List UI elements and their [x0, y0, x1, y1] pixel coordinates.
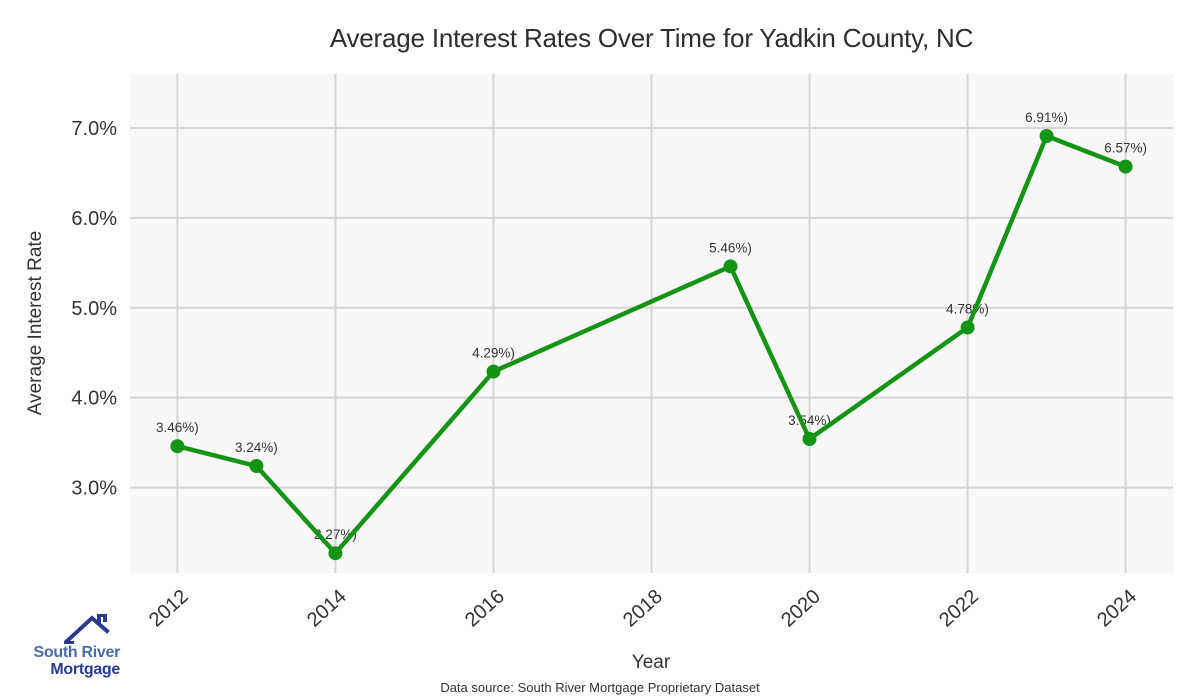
logo-text-line1: South River: [33, 644, 121, 661]
data-point: [723, 259, 738, 274]
point-label: 4.29%): [472, 346, 515, 361]
x-tick-label: 2020: [777, 585, 825, 631]
chart-title: Average Interest Rates Over Time for Yad…: [329, 23, 974, 53]
y-tick-label: 3.0%: [71, 478, 117, 500]
data-point: [1118, 159, 1133, 174]
point-label: 6.91%): [1025, 110, 1068, 125]
point-label: 4.78%): [946, 302, 989, 317]
y-tick-label: 4.0%: [71, 388, 117, 410]
x-tick-label: 2012: [145, 585, 193, 631]
data-point: [249, 459, 264, 473]
x-axis-title: Year: [631, 652, 671, 673]
x-tick-label: 2018: [619, 585, 667, 631]
x-tick-label: 2014: [303, 585, 351, 631]
y-tick-label: 6.0%: [71, 208, 117, 230]
y-tick-label: 5.0%: [71, 298, 117, 320]
point-label: 6.57%): [1104, 141, 1147, 156]
point-label: 3.46%): [156, 420, 199, 435]
x-tick-label: 2024: [1093, 585, 1141, 631]
data-point: [486, 364, 501, 379]
house-roof-icon: [64, 614, 110, 644]
point-label: 3.24%): [235, 440, 278, 455]
data-point: [802, 432, 817, 446]
data-point: [960, 320, 975, 335]
y-axis-title: Average Interest Rate: [25, 230, 46, 416]
logo-text-line2: Mortgage: [50, 661, 120, 678]
data-point: [328, 546, 343, 561]
data-source-caption: Data source: South River Mortgage Propri…: [440, 680, 760, 695]
data-point: [170, 439, 185, 454]
y-tick-label: 7.0%: [71, 118, 117, 140]
x-tick-label: 2016: [461, 585, 509, 631]
data-point: [1039, 129, 1054, 143]
south-river-mortgage-logo: South River Mortgage: [22, 614, 120, 678]
point-label: 5.46%): [709, 240, 752, 255]
x-tick-label: 2022: [935, 585, 983, 631]
